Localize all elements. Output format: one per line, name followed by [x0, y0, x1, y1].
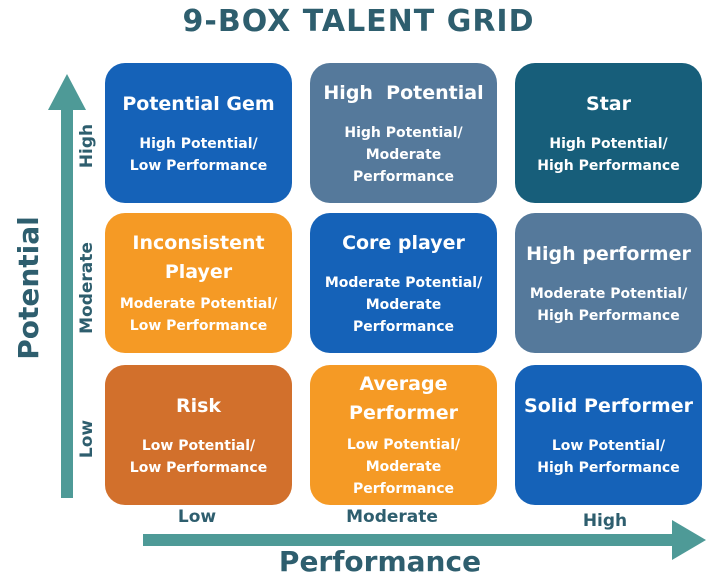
box-title: Risk: [175, 394, 222, 417]
box-inconsistent-player: Inconsistent Player Moderate Potential/L…: [105, 213, 292, 353]
box-description: Low Potential/Moderate Performance: [346, 437, 461, 497]
box-description: Low Potential/High Performance: [537, 437, 680, 476]
box-average-performer: Average Performer Low Potential/Moderate…: [310, 365, 497, 505]
box-star: Star High Potential/High Performance: [515, 63, 702, 203]
y-axis-title: Potential: [12, 216, 45, 360]
y-tick-high: High: [77, 123, 97, 169]
box-title: Star: [586, 92, 631, 115]
x-tick-low: Low: [177, 507, 217, 527]
x-tick-moderate: Moderate: [346, 507, 438, 527]
x-axis-title: Performance: [278, 545, 482, 578]
box-high-potential: High Potential High Potential/Moderate P…: [310, 63, 497, 203]
y-axis-shaft: [61, 100, 73, 498]
box-description: Moderate Potential/Moderate Performance: [324, 274, 483, 335]
box-description: Moderate Potential/High Performance: [529, 285, 688, 324]
box-title: Potential Gem: [122, 92, 275, 115]
box-potential-gem: Potential Gem High Potential/Low Perform…: [105, 63, 292, 203]
box-title: Average Performer: [349, 373, 458, 424]
x-tick-high: High: [582, 511, 628, 531]
x-axis-arrowhead: [672, 520, 706, 560]
box-title: Core player: [342, 231, 465, 254]
y-tick-moderate: Moderate: [77, 242, 97, 334]
page-title: 9-BOX TALENT GRID: [182, 4, 535, 39]
box-title: High performer: [526, 242, 691, 265]
box-high-performer: High performer Moderate Potential/High P…: [515, 213, 702, 353]
box-title: Inconsistent Player: [132, 232, 265, 283]
box-description: Moderate Potential/Low Performance: [119, 296, 278, 334]
box-solid-performer: Solid Performer Low Potential/High Perfo…: [515, 365, 702, 505]
x-axis-shaft: [143, 534, 683, 546]
box-core-player: Core player Moderate Potential/Moderate …: [310, 213, 497, 353]
box-description: High Potential/Moderate Performance: [344, 124, 463, 185]
box-description: Low Potential/Low Performance: [129, 437, 268, 476]
y-axis-arrowhead: [48, 74, 86, 110]
box-title: Solid Performer: [524, 394, 693, 417]
y-tick-low: Low: [77, 419, 97, 459]
box-title: High Potential: [323, 81, 484, 104]
box-description: High Potential/Low Performance: [129, 135, 268, 174]
box-risk: Risk Low Potential/Low Performance: [105, 365, 292, 505]
box-description: High Potential/High Performance: [537, 135, 680, 174]
